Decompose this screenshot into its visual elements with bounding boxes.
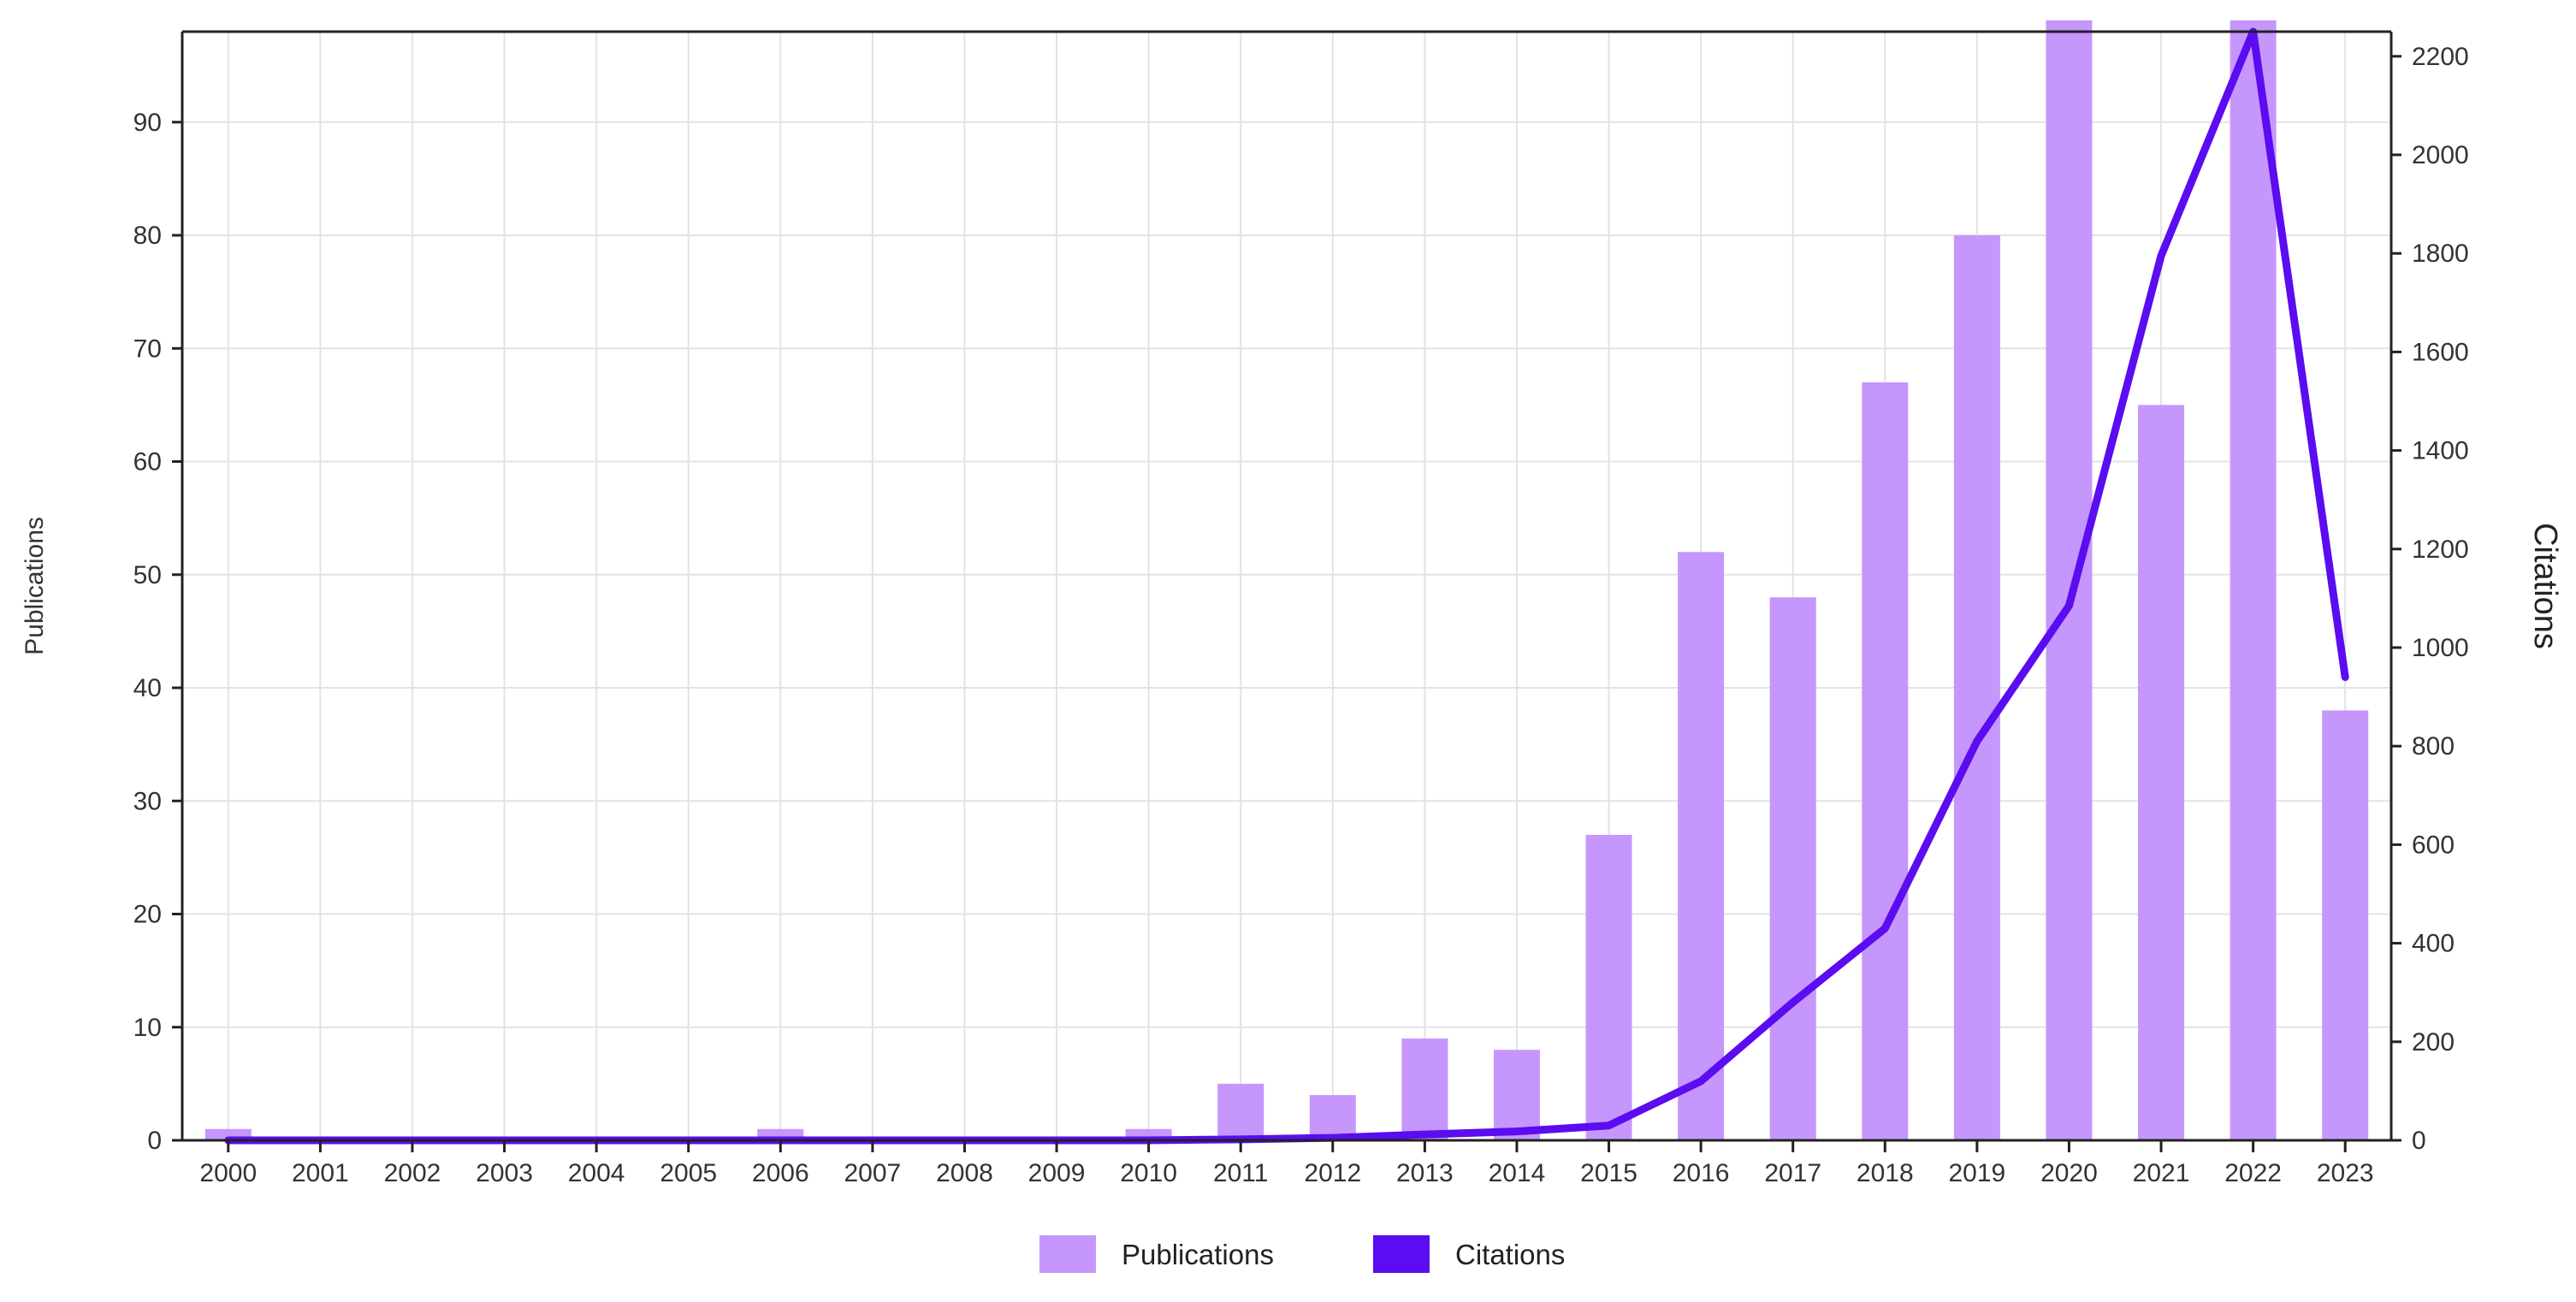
x-tick-label: 2005 <box>660 1159 717 1187</box>
y-tick-label: 90 <box>133 109 162 137</box>
axis-labels: Publications Citations <box>21 517 2563 655</box>
y2-tick-label: 1000 <box>2412 634 2469 662</box>
y-tick-label: 50 <box>133 561 162 589</box>
y2-tick-label: 200 <box>2412 1028 2455 1056</box>
y2-tick-label: 0 <box>2412 1127 2426 1155</box>
x-tick-label: 2000 <box>199 1159 257 1187</box>
x-tick-label: 2014 <box>1489 1159 1546 1187</box>
x-tick-label: 2013 <box>1396 1159 1454 1187</box>
bar-publications-2022[interactable] <box>2230 20 2277 1140</box>
x-tick-label: 2020 <box>2040 1159 2098 1187</box>
bar-publications-2023[interactable] <box>2322 710 2369 1140</box>
legend-swatch-publications <box>1039 1235 1096 1273</box>
y-tick-label: 30 <box>133 787 162 815</box>
citations-line[interactable] <box>224 27 2349 1145</box>
x-tick-label: 2021 <box>2133 1159 2190 1187</box>
y-tick-label: 0 <box>147 1127 162 1155</box>
legend-label-citations: Citations <box>1455 1239 1565 1270</box>
publication-bars <box>204 20 2369 1141</box>
x-tick-label: 2007 <box>844 1159 902 1187</box>
y-tick-label: 10 <box>133 1014 162 1042</box>
x-tick-label: 2001 <box>292 1159 349 1187</box>
y-tick-label: 20 <box>133 901 162 929</box>
x-tick-label: 2023 <box>2317 1159 2374 1187</box>
y-tick-label: 80 <box>133 222 162 250</box>
x-tick-label: 2019 <box>1949 1159 2006 1187</box>
legend-item-publications[interactable]: Publications <box>1039 1235 1274 1273</box>
x-tick-label: 2017 <box>1764 1159 1821 1187</box>
y2-tick-label: 400 <box>2412 930 2455 958</box>
y2-tick-label: 2200 <box>2412 43 2469 71</box>
x-tick-label: 2012 <box>1304 1159 1361 1187</box>
x-tick-label: 2008 <box>936 1159 993 1187</box>
y-tick-label: 40 <box>133 674 162 702</box>
x-tick-label: 2003 <box>476 1159 533 1187</box>
bar-publications-2019[interactable] <box>1953 235 2000 1141</box>
legend-label-publications: Publications <box>1122 1239 1274 1270</box>
legend-swatch-citations <box>1373 1235 1430 1273</box>
bar-publications-2020[interactable] <box>2046 20 2093 1140</box>
x-tick-label: 2022 <box>2224 1159 2282 1187</box>
y2-tick-label: 2000 <box>2412 141 2469 169</box>
x-tick-label: 2006 <box>752 1159 809 1187</box>
y2-axis-title: Citations <box>2527 523 2563 649</box>
bar-publications-2014[interactable] <box>1493 1050 1540 1140</box>
bar-publications-2011[interactable] <box>1217 1083 1264 1140</box>
y2-tick-label: 1600 <box>2412 338 2469 366</box>
bar-publications-2013[interactable] <box>1401 1038 1448 1140</box>
x-tick-label: 2016 <box>1673 1159 1730 1187</box>
bar-publications-2012[interactable] <box>1309 1095 1356 1140</box>
y-tick-label: 70 <box>133 334 162 363</box>
x-tick-label: 2011 <box>1213 1159 1269 1187</box>
citations-line-group <box>224 27 2349 1145</box>
bar-publications-2017[interactable] <box>1769 597 1816 1140</box>
x-tick-label: 2010 <box>1120 1159 1177 1187</box>
y2-tick-label: 1200 <box>2412 536 2469 564</box>
y-axis-title: Publications <box>21 517 49 655</box>
x-tick-label: 2009 <box>1028 1159 1086 1187</box>
x-tick-label: 2002 <box>384 1159 441 1187</box>
legend: Publications Citations <box>1039 1235 1565 1273</box>
y2-tick-label: 1400 <box>2412 437 2469 465</box>
y2-tick-label: 1800 <box>2412 240 2469 268</box>
x-tick-label: 2015 <box>1580 1159 1637 1187</box>
x-tick-label: 2004 <box>568 1159 625 1187</box>
y-tick-label: 60 <box>133 448 162 476</box>
y2-tick-label: 600 <box>2412 831 2455 859</box>
x-tick-label: 2018 <box>1856 1159 1914 1187</box>
bar-publications-2021[interactable] <box>2138 405 2185 1140</box>
bar-publications-2016[interactable] <box>1678 552 1725 1140</box>
bar-publications-2018[interactable] <box>1862 382 1909 1140</box>
axes: 0 10 20 30 40 50 60 70 80 90 0 200 400 600 800 1000 1200… <box>133 30 2469 1187</box>
bar-publications-2015[interactable] <box>1585 834 1632 1140</box>
legend-item-citations[interactable]: Citations <box>1373 1235 1565 1273</box>
y2-tick-label: 800 <box>2412 732 2455 760</box>
